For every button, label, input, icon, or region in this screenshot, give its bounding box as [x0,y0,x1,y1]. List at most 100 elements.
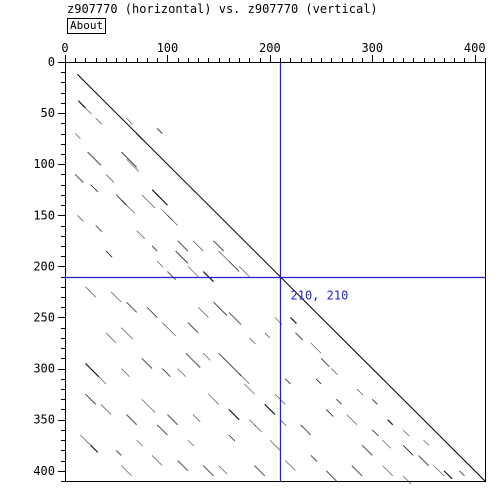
match-segment [77,215,84,222]
match-segment [310,455,318,462]
match-segment [90,184,99,193]
x-tick-label: 100 [157,41,179,55]
match-segment [356,388,364,396]
match-segment [175,250,189,264]
match-segment [100,404,112,415]
match-segment [197,306,209,318]
match-segment [249,337,256,345]
match-segment [85,393,97,405]
match-segment [121,327,133,340]
match-segment [136,230,146,240]
match-segment [203,465,214,477]
match-segment [115,449,122,456]
match-segment [433,465,445,477]
match-segment [443,470,453,480]
match-segment [151,245,158,252]
match-segment [126,414,138,426]
match-segment [156,424,168,436]
x-tick-label: 200 [259,41,281,55]
match-segment [121,465,132,477]
y-tick-label: 250 [33,310,55,324]
match-segment [228,311,242,326]
match-segment [213,240,225,252]
match-segment [187,322,199,334]
about-button[interactable]: About [67,18,107,34]
match-segment [85,286,97,298]
match-segment [121,151,137,168]
y-tick-label: 200 [33,259,55,273]
match-segment [218,250,230,262]
match-segment [85,107,92,115]
match-segment [387,419,394,426]
match-segment [238,373,250,385]
match-segment [77,100,86,109]
match-segment [228,409,240,421]
match-segment [336,398,342,405]
match-segment [126,117,133,125]
x-tick-label: 0 [61,41,68,55]
match-segment [382,465,394,477]
match-segment [151,189,168,206]
match-segment [80,434,91,446]
match-segment [295,332,304,341]
match-segment [74,173,84,184]
match-segment [458,470,465,477]
match-segment [151,455,163,466]
y-tick-label: 300 [33,362,55,376]
match-segment [361,444,373,456]
match-segment [105,174,115,183]
match-segment [202,271,214,283]
match-segment [417,455,430,467]
y-tick-label: 150 [33,208,55,222]
match-segment [382,439,392,449]
match-segment [249,419,256,427]
match-segment [177,240,189,252]
match-segment [126,301,138,313]
match-segment [95,373,107,385]
match-segment [105,250,113,258]
match-segment [289,317,297,325]
match-segment [423,439,429,446]
match-segment [156,128,163,134]
match-segment [264,332,271,339]
match-segment [238,266,250,277]
match-segment [141,194,156,209]
match-segment [203,352,211,361]
match-segment [121,368,130,378]
match-segment [141,398,156,413]
cursor-coordinate-label: 210, 210 [291,289,349,303]
match-segment [187,266,199,277]
match-segment [402,444,414,456]
match-segments [74,100,465,485]
match-segment [192,414,201,422]
match-segment [218,352,230,364]
x-tick-label: 300 [361,41,383,55]
match-segment [228,260,240,272]
match-segment [315,378,322,385]
match-segment [167,414,179,426]
y-tick-label: 350 [33,413,55,427]
match-segment [372,429,379,437]
match-segment [90,444,99,453]
match-segment [110,291,122,303]
match-segment [156,260,164,268]
match-segment [87,151,102,166]
match-segment [325,409,334,417]
match-segment [177,460,189,472]
match-segment [126,158,140,172]
window-title: z907770 (horizontal) vs. z907770 (vertic… [67,2,378,16]
match-segment [320,357,330,367]
match-segment [141,357,153,369]
match-segment [402,475,412,485]
y-tick-label: 0 [48,55,55,69]
match-segment [325,470,337,482]
match-segment [254,465,266,477]
match-segment [264,403,276,415]
match-segment [351,465,363,477]
match-segment [284,460,296,472]
match-segment [167,215,178,226]
y-axis: 0 50 100 150 200 250 300 350 400 [33,55,65,482]
match-segment [105,332,117,344]
y-tick-label: 100 [33,157,55,171]
